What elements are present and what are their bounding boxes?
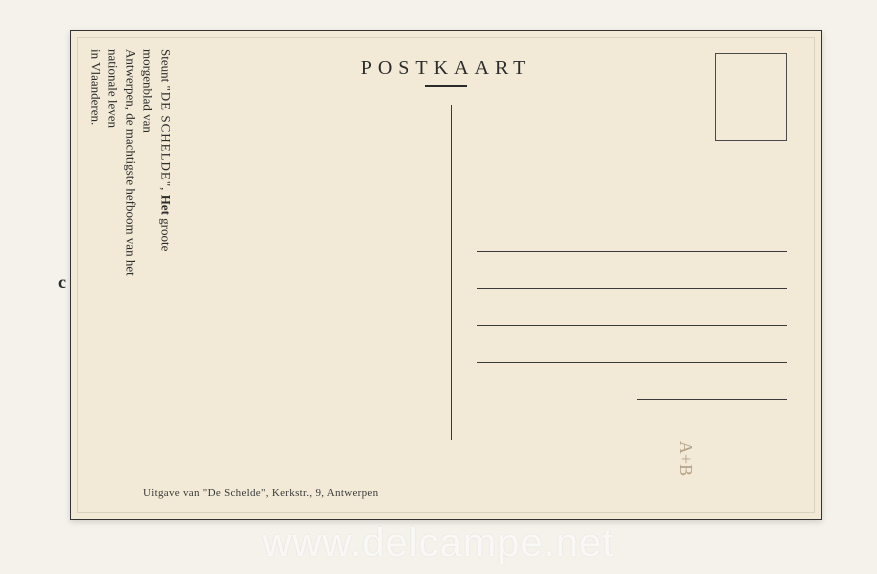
postcard: Steunt "DE SCHELDE", Het groote morgenbl… — [70, 30, 822, 520]
address-line — [477, 325, 787, 326]
header-underline — [425, 85, 467, 87]
promo-line-3: in Vlaanderen. — [87, 49, 105, 309]
promo-het: Het — [159, 191, 174, 214]
address-line — [477, 288, 787, 289]
promo-line-1: Steunt "DE SCHELDE", Het groote morgenbl… — [140, 49, 175, 309]
address-line-short — [637, 399, 787, 400]
address-lines — [477, 251, 787, 436]
promo-text-vertical: Steunt "DE SCHELDE", Het groote morgenbl… — [87, 49, 175, 309]
address-line — [477, 251, 787, 252]
promo-title: "DE SCHELDE", — [159, 85, 174, 191]
postcard-header: POSTKAART — [71, 57, 821, 80]
watermark-text: www.delcampe.net — [0, 521, 877, 566]
publisher-footer: Uitgave van "De Schelde", Kerkstr., 9, A… — [143, 487, 378, 499]
stamp-box — [715, 53, 787, 141]
left-edge-fragment: c — [58, 272, 66, 293]
promo-line-2: Antwerpen, de machtigste hefboom van het… — [105, 49, 140, 309]
address-line — [477, 362, 787, 363]
center-divider — [451, 105, 452, 440]
pencil-scribble: A+B — [675, 441, 696, 476]
